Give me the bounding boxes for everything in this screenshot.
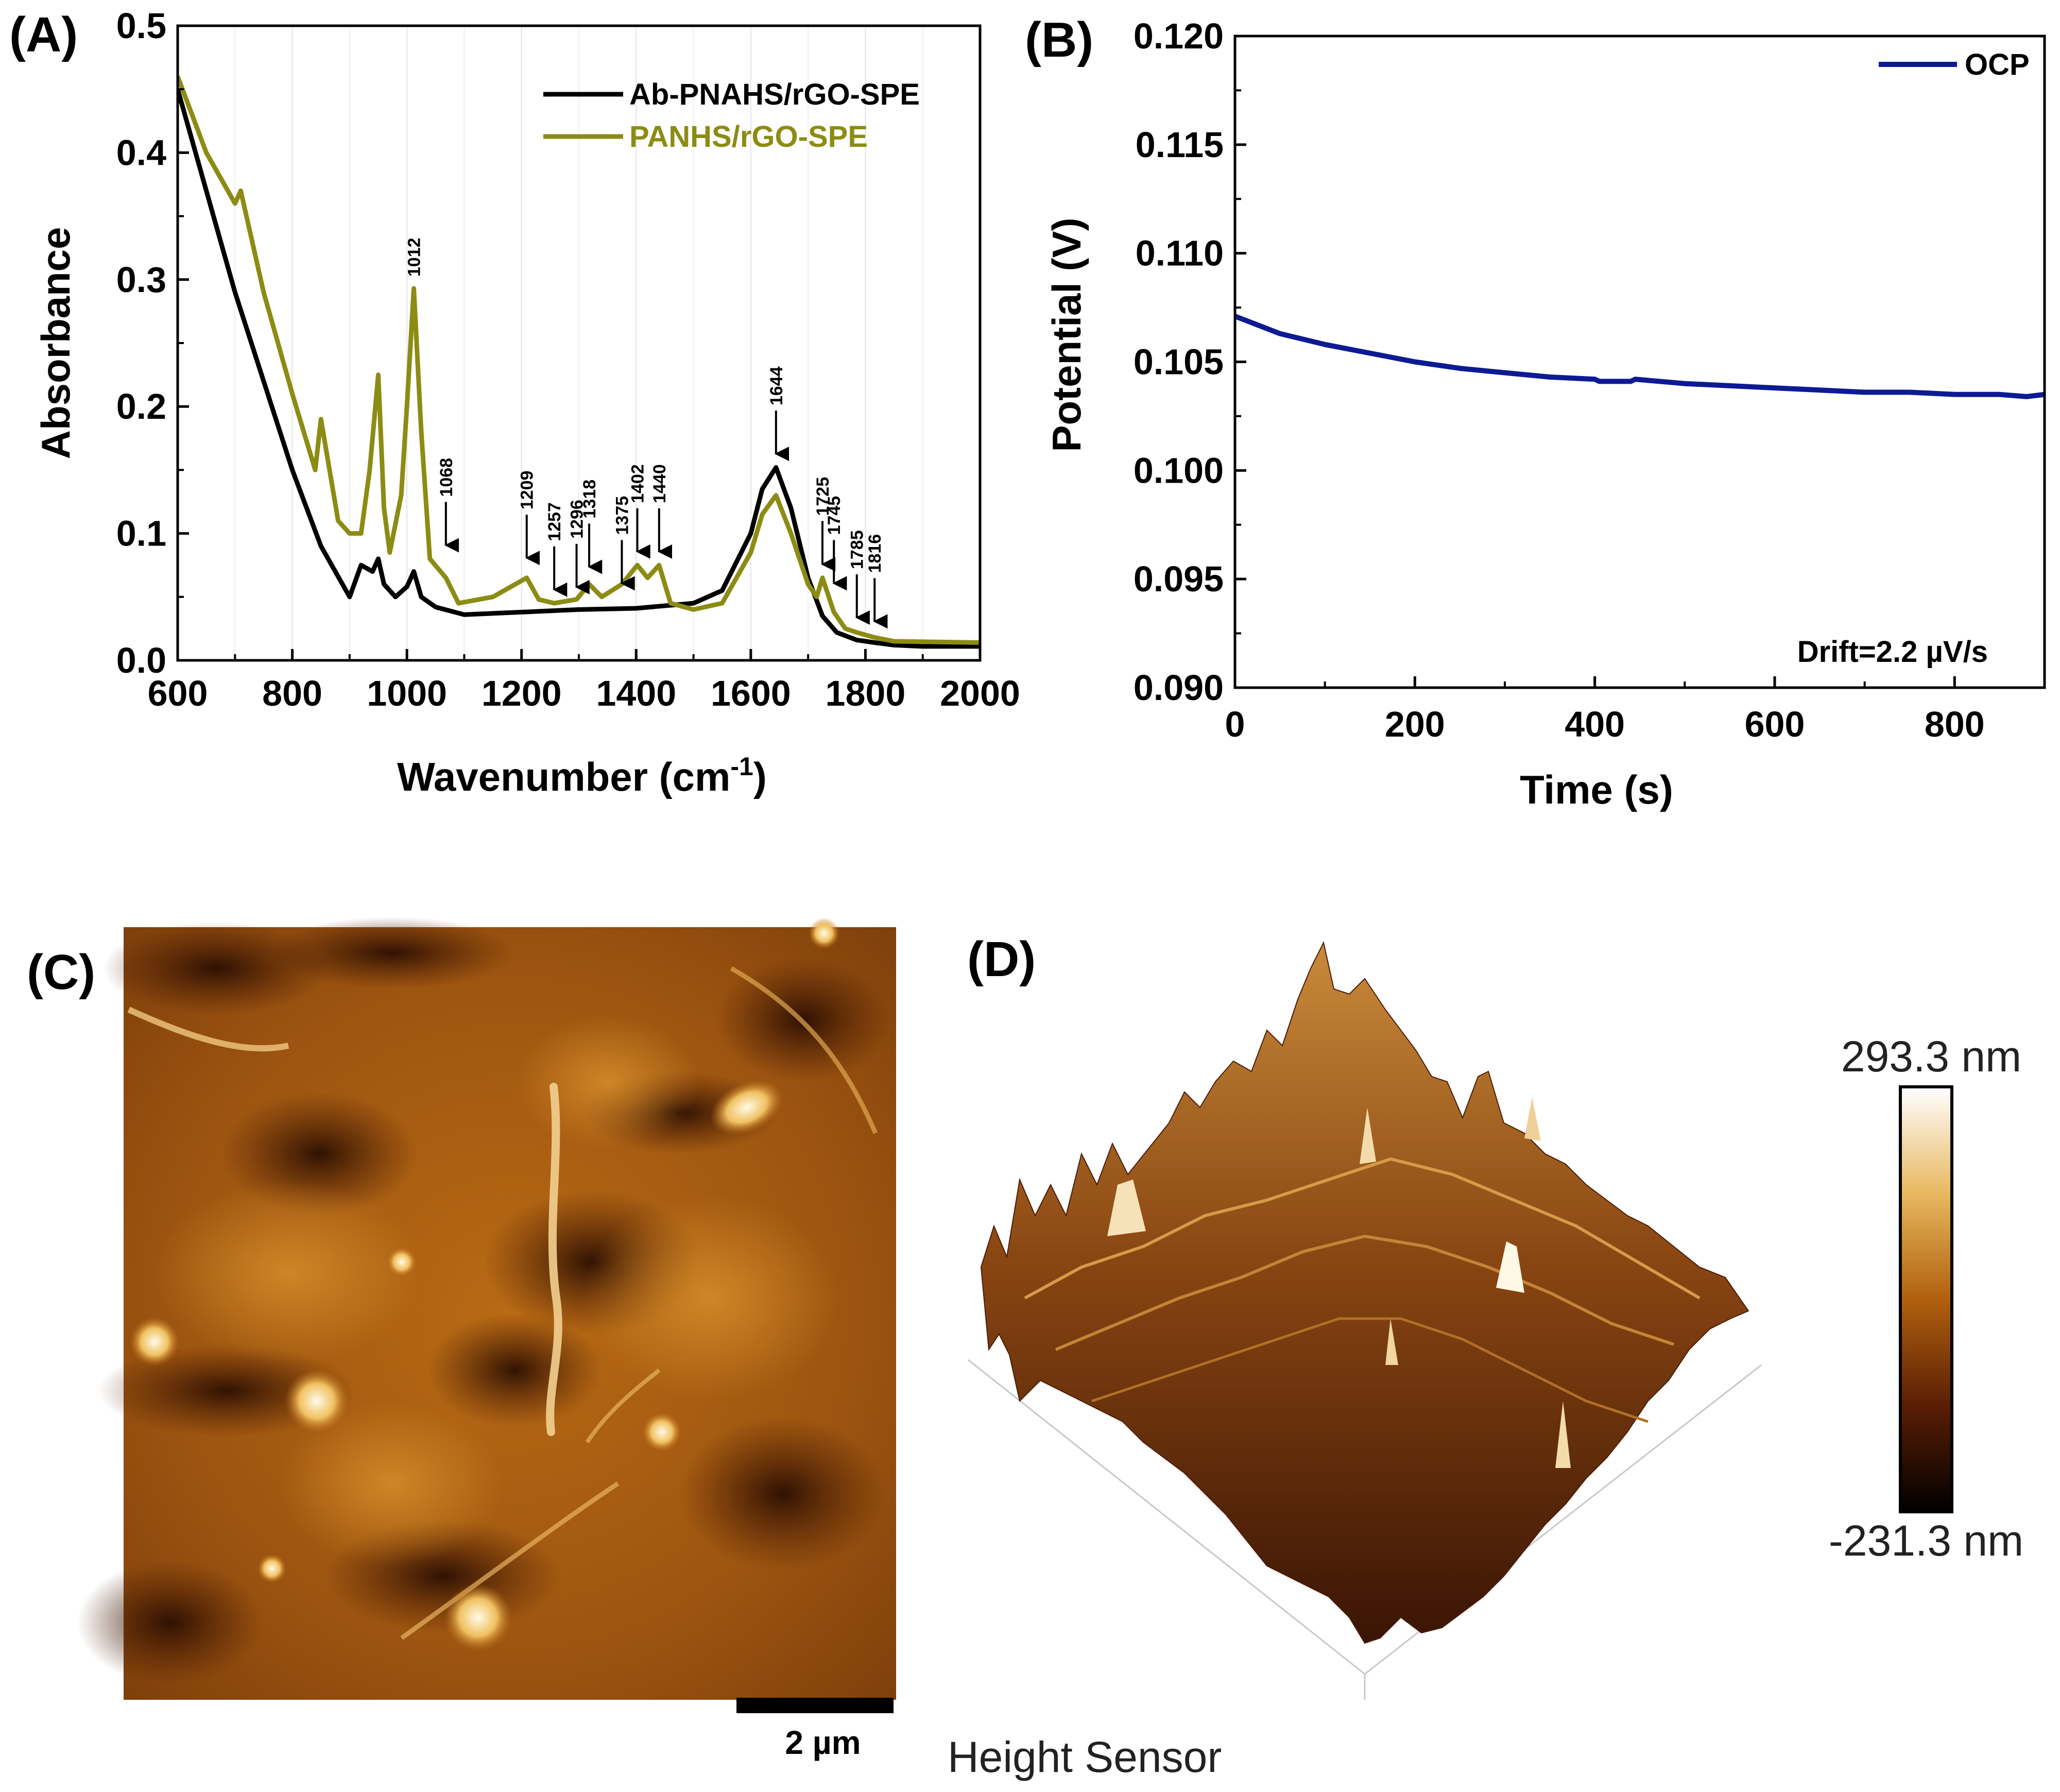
panel-d-afm-3d-image: (D) 293.3 nm -231.3 nm Height Sensor	[948, 932, 2023, 1781]
x-tick-label: 1000	[367, 673, 447, 713]
panel-a-ftir-chart: (A) 600 800 1000 1200 1400 1600 1800 2000 0.0 0.1…	[9, 6, 1020, 799]
panel-c-afm-2d-image: (C)	[27, 917, 896, 1761]
x-title-end: )	[753, 754, 767, 799]
peak-label: 1068	[437, 458, 456, 497]
peak-label: 1725	[813, 477, 833, 516]
y-tick-label: 0.1	[116, 514, 166, 554]
panel-b-series	[1235, 314, 2045, 399]
x-tick-label: 200	[1385, 704, 1445, 744]
afm-2d-texture	[77, 917, 891, 1684]
x-tick-label: 400	[1565, 704, 1625, 744]
drift-annotation: Drift=2.2 µV/s	[1797, 635, 1988, 669]
y-tick-label: 0.4	[116, 132, 166, 173]
peak-label: 1257	[545, 502, 564, 541]
panel-a-ticks: 600 800 1000 1200 1400 1600 1800 2000 0.0 0.1 0.2 0…	[116, 6, 1020, 713]
peak-label: 1296	[568, 500, 587, 539]
panel-a-legend: Ab-PNAHS/rGO-SPE PANHS/rGO-SPE	[543, 78, 920, 153]
peak-label: 1375	[612, 496, 632, 535]
peak-label: 1012	[404, 237, 424, 277]
panel-b-x-axis-title: Time (s)	[1520, 767, 1673, 812]
x-title-sup: -1	[730, 752, 753, 781]
x-title-main: Wavenumber (cm	[397, 754, 730, 799]
afm-3d-ridges	[1024, 1157, 1701, 1423]
x-tick-label: 2000	[940, 673, 1020, 713]
x-tick-label: 1200	[482, 673, 562, 713]
peak-label: 1440	[650, 464, 670, 503]
peak-label: 1644	[767, 366, 786, 405]
scale-bar-label: 2 µm	[785, 1724, 861, 1761]
legend-label-ocp: OCP	[1965, 48, 2030, 81]
peak-label: 1745	[825, 496, 844, 535]
series-line-panhs-rgo-spe	[178, 76, 980, 645]
y-tick-label: 0.3	[116, 260, 166, 300]
y-tick-label: 0.110	[1136, 233, 1224, 274]
x-tick-label: 800	[262, 673, 322, 713]
x-tick-label: 0	[1225, 704, 1245, 744]
y-tick-label: 0.0	[116, 640, 166, 680]
panel-a-series	[178, 76, 980, 649]
y-tick-label: 0.5	[116, 6, 166, 46]
panel-b-label: (B)	[1025, 12, 1093, 67]
panel-b-y-axis-title: Potential (V)	[1044, 217, 1089, 452]
panel-d-label: (D)	[967, 932, 1036, 987]
panel-b-ticks: 0 200 400 600 800 0.090 0.095 0.100 0.105 0.110 0.…	[1134, 16, 1985, 744]
afm-2d-particles	[130, 918, 839, 1651]
colorbar	[1899, 1085, 1953, 1513]
height-sensor-caption: Height Sensor	[948, 1733, 1222, 1781]
peak-label: 1816	[865, 534, 885, 573]
x-tick-label: 600	[148, 673, 208, 713]
y-tick-label: 0.105	[1134, 342, 1224, 382]
panel-b-legend: OCP	[1879, 48, 2030, 81]
x-tick-label: 1800	[826, 673, 906, 713]
x-tick-label: 800	[1925, 704, 1985, 744]
series-line-ocp	[1235, 314, 2045, 399]
panel-a-x-axis-title: Wavenumber (cm-1)	[397, 752, 767, 799]
x-tick-label: 1400	[596, 673, 676, 713]
y-tick-label: 0.2	[116, 386, 166, 426]
series-line-ab-pnahs-rgo-spe	[178, 88, 980, 649]
y-tick-label: 0.115	[1136, 125, 1224, 165]
peak-label: 1209	[518, 471, 537, 510]
panel-a-label: (A)	[9, 7, 78, 62]
y-tick-label: 0.090	[1134, 668, 1224, 708]
x-tick-label: 600	[1745, 704, 1805, 744]
scale-bar	[736, 1698, 894, 1713]
peak-label: 1318	[580, 480, 599, 519]
legend-label-panhs: PANHS/rGO-SPE	[629, 120, 868, 153]
peak-label: 1785	[848, 530, 867, 569]
panel-c-label: (C)	[27, 945, 95, 1000]
y-tick-label: 0.095	[1134, 559, 1224, 599]
panel-a-y-axis-title: Absorbance	[33, 227, 78, 459]
afm-3d-spikes	[1107, 1097, 1571, 1468]
y-tick-label: 0.100	[1134, 450, 1224, 490]
afm-3d-surface	[980, 941, 1749, 1644]
panel-b-frame	[1233, 35, 2046, 689]
legend-label-ab-pnahs: Ab-PNAHS/rGO-SPE	[629, 78, 920, 111]
colorbar-max-label: 293.3 nm	[1841, 1032, 2021, 1081]
y-tick-label: 0.120	[1134, 16, 1224, 56]
x-tick-label: 1600	[711, 673, 791, 713]
panel-b-ocp-chart: (B) 0 200 400 600 800 0.090 0.095 0.100 0.105 0.1…	[1025, 12, 2046, 812]
colorbar-min-label: -231.3 nm	[1829, 1516, 2023, 1565]
peak-label: 1402	[628, 464, 648, 503]
